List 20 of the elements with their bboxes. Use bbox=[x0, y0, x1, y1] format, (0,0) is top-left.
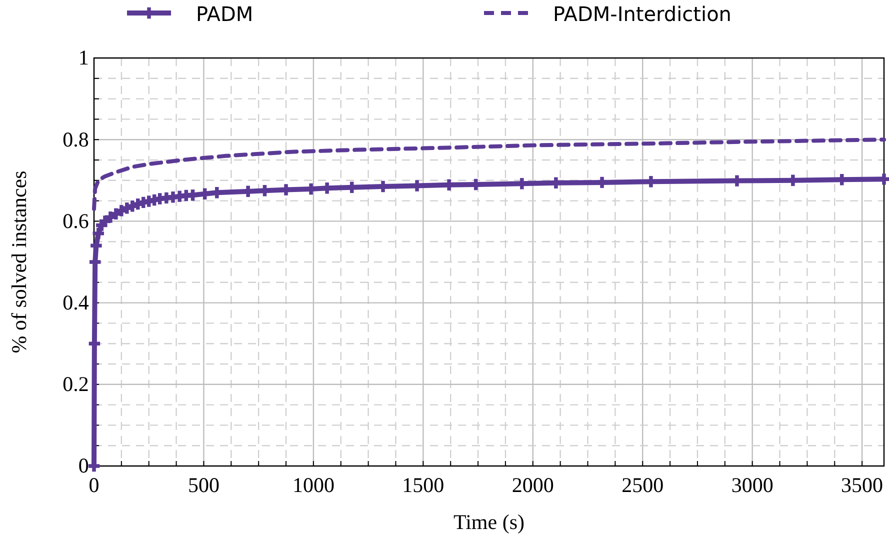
legend-label: PADM bbox=[196, 2, 254, 26]
x-tick-label: 1500 bbox=[402, 473, 444, 498]
legend-label: PADM-Interdiction bbox=[553, 2, 732, 26]
x-tick-label: 2000 bbox=[512, 473, 554, 498]
y-tick-label: 1 bbox=[78, 46, 89, 70]
y-tick-label: 0 bbox=[78, 454, 89, 478]
x-tick-label: 3000 bbox=[731, 473, 774, 498]
x-tick-label: 3500 bbox=[841, 473, 884, 498]
y-tick-label: 0.6 bbox=[62, 208, 89, 233]
point bbox=[90, 240, 102, 252]
point bbox=[92, 228, 104, 240]
x-tick-label: 1000 bbox=[292, 473, 334, 498]
x-axis-title: Time (s) bbox=[454, 510, 524, 534]
x-tick-label: 2500 bbox=[622, 473, 664, 498]
y-tick-label: 0.8 bbox=[62, 127, 89, 152]
line-series bbox=[92, 138, 886, 211]
x-tick-label: 500 bbox=[188, 473, 220, 498]
y-tick-label: 0.2 bbox=[62, 372, 89, 396]
y-axis-title: % of solved instances bbox=[7, 170, 31, 354]
y-tick-label: 0.4 bbox=[62, 290, 90, 315]
